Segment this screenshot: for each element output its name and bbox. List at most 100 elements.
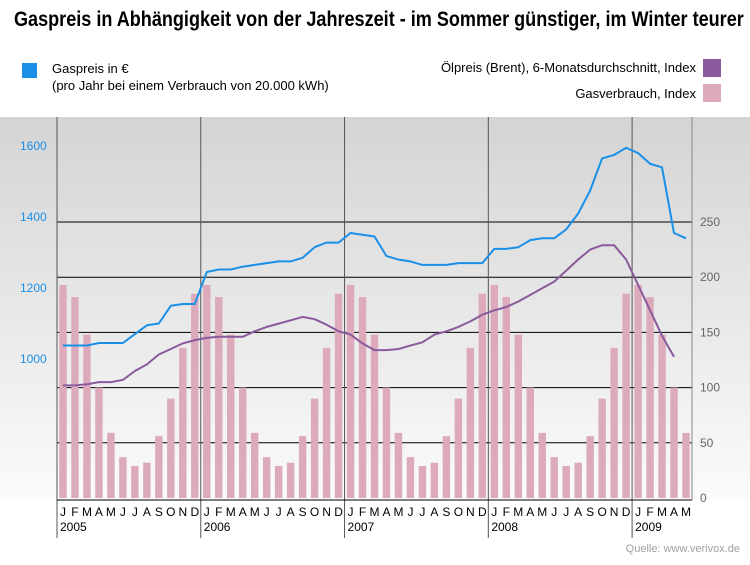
month-tick-label: M: [226, 505, 236, 519]
consumption-bar: [131, 465, 139, 498]
consumption-bar: [598, 398, 606, 498]
consumption-bar: [250, 432, 259, 498]
month-tick-label: J: [276, 505, 282, 519]
month-tick-label: F: [646, 505, 653, 519]
consumption-bar: [670, 387, 678, 498]
consumption-bar: [346, 284, 355, 498]
month-tick-label: J: [60, 505, 66, 519]
month-tick-label: S: [155, 505, 163, 519]
month-tick-label: J: [551, 505, 557, 519]
consumption-bar: [119, 457, 127, 498]
consumption-bar: [215, 297, 223, 498]
consumption-bar: [550, 457, 558, 498]
month-tick-label: F: [359, 505, 366, 519]
year-tick-label: 2007: [348, 520, 375, 534]
right-axis-tick-label: 200: [700, 270, 720, 284]
month-tick-label: J: [132, 505, 138, 519]
right-axis-tick-label: 150: [700, 325, 720, 339]
legend-oil-price-swatch: [703, 59, 721, 77]
month-tick-label: O: [166, 505, 175, 519]
consumption-bar: [382, 387, 391, 498]
chart-title: Gaspreis in Abhängigkeit von der Jahresz…: [14, 8, 744, 31]
consumption-bar: [574, 462, 582, 498]
year-tick-label: 2008: [491, 520, 518, 534]
month-tick-label: M: [106, 505, 116, 519]
legend-gas-price-sublabel: (pro Jahr bei einem Verbrauch von 20.000…: [52, 78, 329, 93]
month-tick-label: J: [407, 505, 413, 519]
month-tick-label: A: [95, 505, 103, 519]
month-tick-label: N: [610, 505, 619, 519]
year-tick-label: 2005: [60, 520, 87, 534]
consumption-bar: [191, 293, 199, 498]
consumption-bar: [179, 347, 187, 498]
consumption-bar: [167, 398, 175, 498]
consumption-bar: [274, 465, 283, 498]
right-axis-tick-label: 100: [700, 381, 720, 395]
consumption-bar: [107, 432, 115, 498]
month-tick-label: S: [442, 505, 450, 519]
year-tick-label: 2009: [635, 520, 662, 534]
month-tick-label: M: [250, 505, 260, 519]
consumption-bar: [155, 436, 163, 498]
right-axis-tick-label: 0: [700, 491, 707, 505]
consumption-bar: [490, 284, 499, 498]
consumption-bar: [286, 462, 295, 498]
month-tick-label: S: [586, 505, 594, 519]
month-tick-label: M: [82, 505, 92, 519]
consumption-bar: [310, 398, 319, 498]
month-tick-label: O: [454, 505, 463, 519]
consumption-bar: [334, 293, 343, 498]
consumption-bar: [394, 432, 403, 498]
source-note: Quelle: www.verivox.de: [625, 543, 740, 555]
right-axis-tick-label: 50: [700, 436, 714, 450]
consumption-bar: [370, 334, 379, 498]
consumption-bar: [622, 293, 630, 498]
month-tick-label: A: [430, 505, 438, 519]
month-tick-label: D: [622, 505, 631, 519]
month-tick-label: M: [513, 505, 523, 519]
consumption-bar: [83, 334, 91, 498]
month-tick-label: F: [503, 505, 510, 519]
month-tick-label: J: [563, 505, 569, 519]
consumption-bar: [658, 334, 666, 498]
month-tick-label: J: [635, 505, 641, 519]
consumption-bar: [262, 457, 271, 498]
consumption-bar: [478, 293, 487, 498]
consumption-bar: [298, 436, 307, 498]
month-tick-label: J: [348, 505, 354, 519]
month-tick-label: J: [419, 505, 425, 519]
legend-consumption-swatch: [703, 84, 721, 102]
consumption-bar: [143, 462, 151, 498]
month-tick-label: J: [264, 505, 270, 519]
consumption-bar: [71, 297, 79, 498]
month-tick-label: A: [239, 505, 247, 519]
consumption-bar: [406, 457, 415, 498]
consumption-bar: [238, 387, 247, 498]
consumption-bar: [322, 347, 331, 498]
consumption-bar: [430, 462, 439, 498]
month-tick-label: M: [370, 505, 380, 519]
consumption-bar: [682, 432, 690, 498]
month-tick-label: A: [143, 505, 151, 519]
legend-consumption-label: Gasverbrauch, Index: [575, 86, 696, 101]
consumption-bar: [514, 334, 522, 498]
consumption-bar: [227, 334, 235, 498]
month-tick-label: A: [287, 505, 295, 519]
month-tick-label: A: [382, 505, 390, 519]
gas-price-line: [63, 146, 687, 347]
consumption-bar: [634, 284, 642, 498]
consumption-bar: [538, 432, 546, 498]
left-axis-tick-label: 1200: [20, 281, 47, 295]
month-tick-label: J: [491, 505, 497, 519]
month-tick-label: N: [466, 505, 475, 519]
month-tick-label: J: [120, 505, 126, 519]
month-tick-label: M: [657, 505, 667, 519]
consumption-bar: [203, 284, 211, 498]
month-tick-label: M: [537, 505, 547, 519]
month-tick-label: F: [215, 505, 222, 519]
year-tick-label: 2006: [204, 520, 231, 534]
consumption-bar: [442, 436, 451, 498]
month-tick-label: D: [334, 505, 343, 519]
consumption-bar: [646, 297, 654, 498]
